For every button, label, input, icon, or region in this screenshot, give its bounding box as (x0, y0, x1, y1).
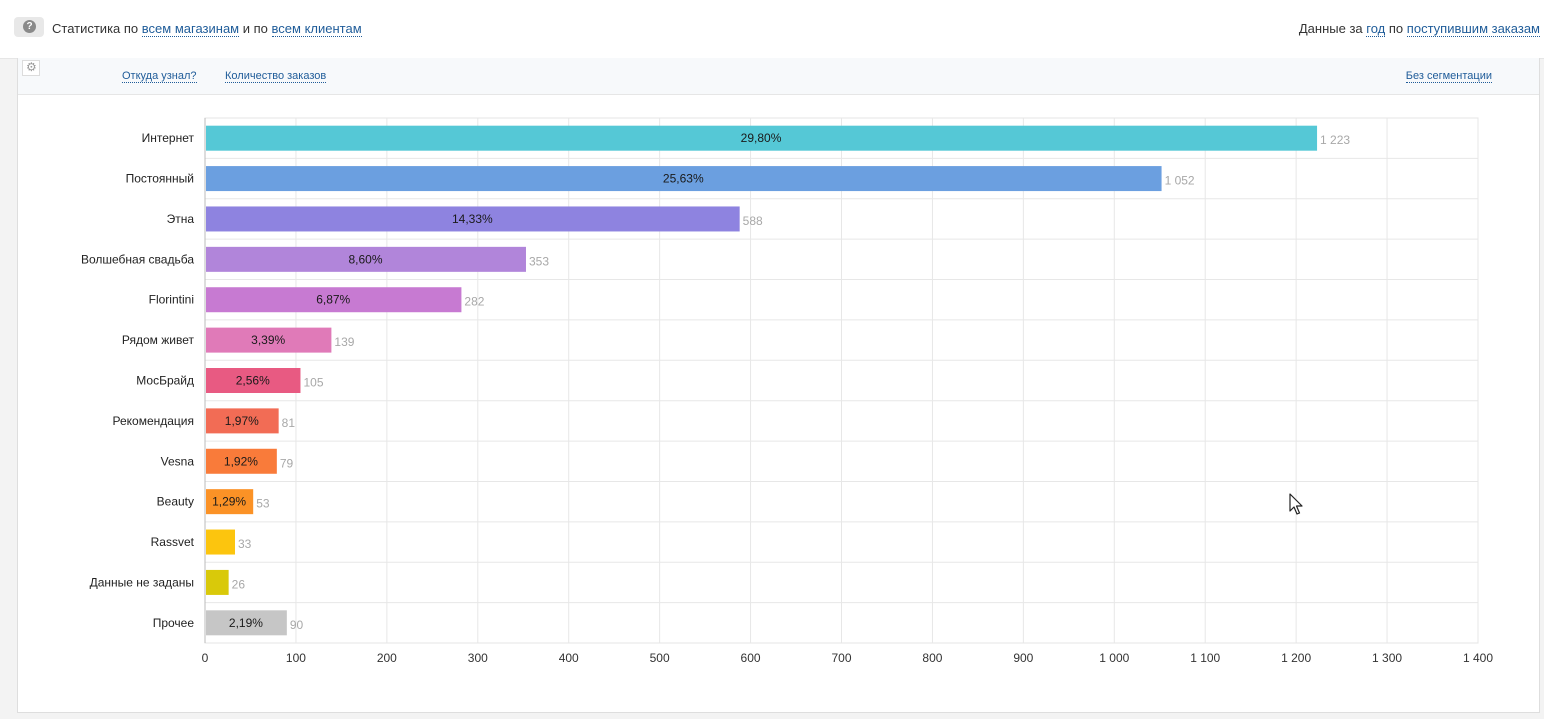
help-button[interactable]: ? (14, 17, 44, 37)
x-tick-label: 100 (286, 651, 306, 665)
received-orders-link[interactable]: поступившим заказам (1406, 21, 1540, 37)
category-label: Florintini (149, 293, 194, 307)
percent-label: 1,29% (212, 495, 246, 509)
value-label: 90 (290, 618, 304, 632)
percent-label: 6,87% (316, 293, 350, 307)
value-label: 33 (238, 537, 252, 551)
data-period-line: Данные за год по поступившим заказам (1298, 21, 1540, 37)
bar (206, 206, 740, 232)
x-tick-label: 1 400 (1463, 651, 1493, 665)
x-tick-label: 900 (1013, 651, 1033, 665)
bar (206, 246, 526, 272)
value-label: 1 223 (1320, 133, 1350, 147)
gear-icon: ⚙ (26, 60, 37, 74)
category-label: Рекомендация (112, 414, 194, 428)
value-label: 105 (303, 376, 323, 390)
value-label: 282 (464, 295, 484, 309)
value-label: 139 (334, 335, 354, 349)
category-label: Этна (167, 212, 195, 226)
settings-button[interactable]: ⚙ (22, 60, 40, 76)
category-label: Прочее (153, 616, 195, 630)
bar (206, 287, 462, 313)
category-label: Vesna (161, 454, 195, 468)
period-year-link[interactable]: год (1366, 21, 1386, 37)
percent-label: 2,56% (236, 374, 270, 388)
x-tick-label: 700 (831, 651, 851, 665)
percent-label: 2,19% (229, 616, 263, 630)
percent-label: 14,33% (452, 212, 493, 226)
bar (206, 368, 301, 393)
x-tick-label: 1 100 (1190, 651, 1220, 665)
segmentation-link[interactable]: Без сегментации (1405, 70, 1492, 83)
source-dimension-link[interactable]: Откуда узнал? (122, 70, 197, 83)
x-tick-label: 0 (202, 651, 209, 665)
percent-label: 1,97% (225, 414, 259, 428)
category-label: Beauty (157, 495, 194, 509)
bar (206, 448, 277, 474)
x-tick-label: 500 (650, 651, 670, 665)
category-label: Данные не заданы (90, 575, 194, 589)
category-label: Rassvet (151, 535, 195, 549)
chart-toolbar: ⚙ Откуда узнал? Количество заказов Без с… (18, 58, 1539, 95)
x-tick-label: 300 (468, 651, 488, 665)
bar (206, 408, 279, 434)
x-tick-label: 400 (559, 651, 579, 665)
stats-prefix-text: Статистика по (52, 21, 139, 36)
bar (206, 166, 1162, 192)
bar (206, 489, 254, 515)
percent-label: 3,39% (251, 333, 285, 347)
percent-label: 25,63% (663, 172, 704, 186)
x-tick-label: 200 (377, 651, 397, 665)
value-label: 588 (743, 214, 763, 228)
bar (206, 610, 287, 636)
value-label: 53 (256, 497, 270, 511)
bar (206, 327, 332, 353)
category-label: Интернет (142, 131, 195, 145)
x-tick-label: 1 300 (1372, 651, 1402, 665)
stats-mid-text: и по (242, 21, 268, 36)
category-label: Постоянный (126, 172, 194, 186)
percent-label: 1,92% (224, 454, 258, 468)
value-label: 81 (282, 416, 296, 430)
bar (206, 569, 229, 595)
stats-header: ? Статистика по всем магазинам и по всем… (0, 0, 1544, 59)
stats-scope-line: Статистика по всем магазинам и по всем к… (52, 21, 362, 37)
percent-label: 8,60% (348, 252, 382, 266)
data-prefix-text: Данные за (1298, 21, 1363, 36)
value-label: 1 052 (1165, 174, 1195, 188)
help-icon: ? (23, 20, 36, 33)
bar (206, 125, 1318, 151)
value-label: 79 (280, 456, 294, 470)
all-clients-link[interactable]: всем клиентам (271, 21, 362, 37)
all-stores-link[interactable]: всем магазинам (141, 21, 240, 37)
order-count-metric-link[interactable]: Количество заказов (225, 70, 327, 83)
category-label: Волшебная свадьба (81, 252, 194, 266)
category-label: Рядом живет (122, 333, 195, 347)
x-tick-label: 600 (741, 651, 761, 665)
data-mid-text: по (1388, 21, 1404, 36)
value-label: 353 (529, 254, 549, 268)
bar (206, 529, 236, 555)
x-tick-label: 1 200 (1281, 651, 1311, 665)
category-label: МосБрайд (136, 374, 194, 388)
mouse-cursor-icon (1289, 493, 1303, 515)
percent-label: 29,80% (741, 131, 782, 145)
value-label: 26 (232, 577, 246, 591)
x-tick-label: 800 (922, 651, 942, 665)
x-tick-label: 1 000 (1099, 651, 1129, 665)
